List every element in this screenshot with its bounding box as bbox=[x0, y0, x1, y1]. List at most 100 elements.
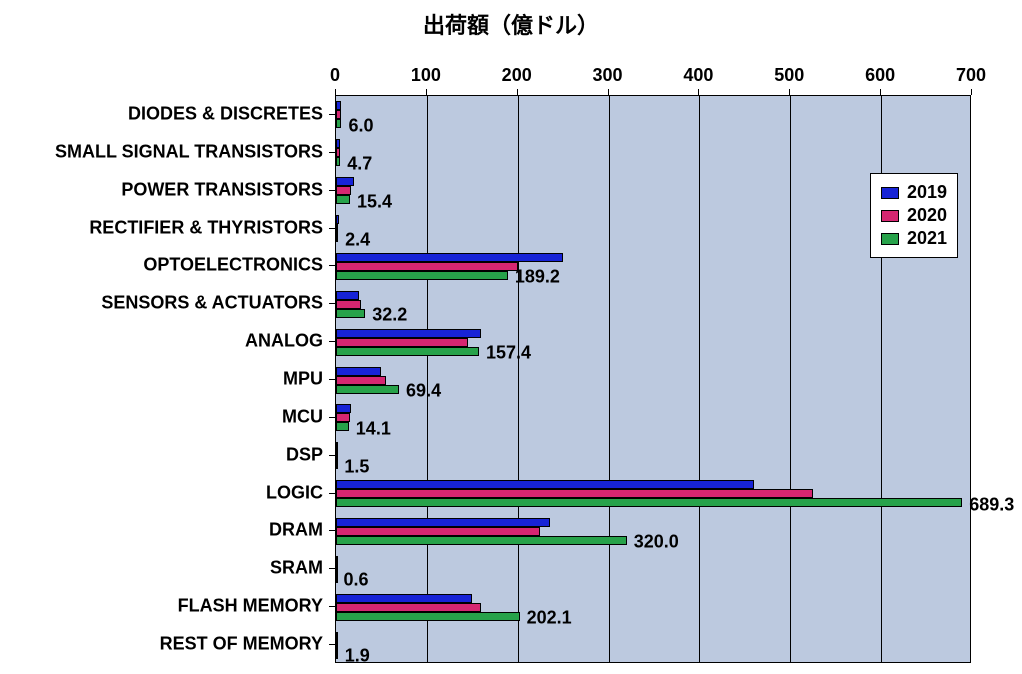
bar bbox=[336, 385, 399, 394]
y-tick-mark bbox=[329, 228, 335, 229]
gridline bbox=[427, 96, 428, 662]
y-tick-mark bbox=[329, 493, 335, 494]
y-tick-label: REST OF MEMORY bbox=[160, 634, 323, 655]
x-tick-mark bbox=[335, 89, 336, 95]
bar bbox=[336, 139, 340, 148]
legend-swatch bbox=[881, 187, 899, 199]
bar bbox=[336, 309, 365, 318]
x-tick-label: 600 bbox=[865, 65, 895, 86]
x-tick-mark bbox=[608, 89, 609, 95]
chart-title: 出荷額（億ドル） bbox=[0, 8, 1022, 40]
legend-label: 2020 bbox=[907, 205, 947, 226]
y-tick-mark bbox=[329, 152, 335, 153]
x-tick-mark bbox=[698, 89, 699, 95]
bar bbox=[336, 271, 508, 280]
legend-item: 2020 bbox=[881, 205, 947, 226]
bar bbox=[336, 148, 340, 157]
y-tick-label: MPU bbox=[283, 369, 323, 390]
bar bbox=[336, 157, 340, 166]
y-tick-label: DRAM bbox=[269, 520, 323, 541]
bar bbox=[336, 413, 350, 422]
bar bbox=[336, 603, 481, 612]
value-label: 2.4 bbox=[345, 229, 370, 250]
y-tick-mark bbox=[329, 379, 335, 380]
y-tick-mark bbox=[329, 114, 335, 115]
x-tick-label: 500 bbox=[774, 65, 804, 86]
value-label: 0.6 bbox=[344, 570, 369, 591]
bar bbox=[336, 253, 563, 262]
y-tick-mark bbox=[329, 417, 335, 418]
x-tick-label: 200 bbox=[502, 65, 532, 86]
value-label: 202.1 bbox=[527, 608, 572, 629]
bar bbox=[336, 367, 381, 376]
bar bbox=[336, 262, 518, 271]
bar bbox=[336, 556, 338, 565]
y-tick-mark bbox=[329, 530, 335, 531]
bar bbox=[336, 404, 351, 413]
x-tick-mark bbox=[971, 89, 972, 95]
bar bbox=[336, 110, 341, 119]
bar bbox=[336, 451, 338, 460]
bar bbox=[336, 338, 468, 347]
y-tick-label: OPTOELECTRONICS bbox=[143, 255, 323, 276]
bar bbox=[336, 300, 361, 309]
bar bbox=[336, 101, 341, 110]
value-label: 4.7 bbox=[347, 153, 372, 174]
bar bbox=[336, 177, 354, 186]
y-tick-mark bbox=[329, 265, 335, 266]
x-tick-mark bbox=[517, 89, 518, 95]
x-tick-mark bbox=[880, 89, 881, 95]
y-tick-mark bbox=[329, 303, 335, 304]
y-tick-label: SENSORS & ACTUATORS bbox=[101, 293, 323, 314]
bar bbox=[336, 376, 386, 385]
x-tick-label: 700 bbox=[956, 65, 986, 86]
bar bbox=[336, 527, 540, 536]
x-tick-label: 300 bbox=[593, 65, 623, 86]
bar bbox=[336, 347, 479, 356]
bar bbox=[336, 119, 341, 128]
legend-label: 2021 bbox=[907, 228, 947, 249]
legend-item: 2021 bbox=[881, 228, 947, 249]
value-label: 320.0 bbox=[634, 532, 679, 553]
value-label: 1.9 bbox=[345, 646, 370, 667]
value-label: 189.2 bbox=[515, 267, 560, 288]
y-tick-mark bbox=[329, 341, 335, 342]
y-tick-label: RECTIFIER & THYRISTORS bbox=[89, 217, 323, 238]
x-tick-mark bbox=[426, 89, 427, 95]
value-label: 15.4 bbox=[357, 191, 392, 212]
value-label: 69.4 bbox=[406, 381, 441, 402]
bar bbox=[336, 641, 338, 650]
x-tick-label: 400 bbox=[683, 65, 713, 86]
bar bbox=[336, 650, 338, 659]
y-tick-label: FLASH MEMORY bbox=[178, 596, 323, 617]
bar bbox=[336, 536, 627, 545]
legend-item: 2019 bbox=[881, 182, 947, 203]
y-tick-mark bbox=[329, 568, 335, 569]
value-label: 1.5 bbox=[344, 456, 369, 477]
legend-swatch bbox=[881, 210, 899, 222]
gridline bbox=[518, 96, 519, 662]
bar bbox=[336, 612, 520, 621]
gridline bbox=[609, 96, 610, 662]
bar bbox=[336, 480, 754, 489]
y-tick-label: POWER TRANSISTORS bbox=[121, 179, 323, 200]
x-tick-mark bbox=[789, 89, 790, 95]
x-tick-label: 100 bbox=[411, 65, 441, 86]
value-label: 689.3 bbox=[969, 494, 1014, 515]
x-tick-label: 0 bbox=[330, 65, 340, 86]
y-tick-label: ANALOG bbox=[245, 331, 323, 352]
bar bbox=[336, 518, 550, 527]
bar bbox=[336, 489, 813, 498]
bar bbox=[336, 460, 338, 469]
bar bbox=[336, 233, 338, 242]
bar bbox=[336, 498, 962, 507]
y-tick-mark bbox=[329, 455, 335, 456]
value-label: 32.2 bbox=[372, 305, 407, 326]
bar bbox=[336, 195, 350, 204]
legend: 201920202021 bbox=[870, 173, 958, 258]
bar bbox=[336, 442, 338, 451]
bar bbox=[336, 215, 339, 224]
bar bbox=[336, 574, 338, 583]
value-label: 14.1 bbox=[356, 418, 391, 439]
value-label: 6.0 bbox=[348, 115, 373, 136]
